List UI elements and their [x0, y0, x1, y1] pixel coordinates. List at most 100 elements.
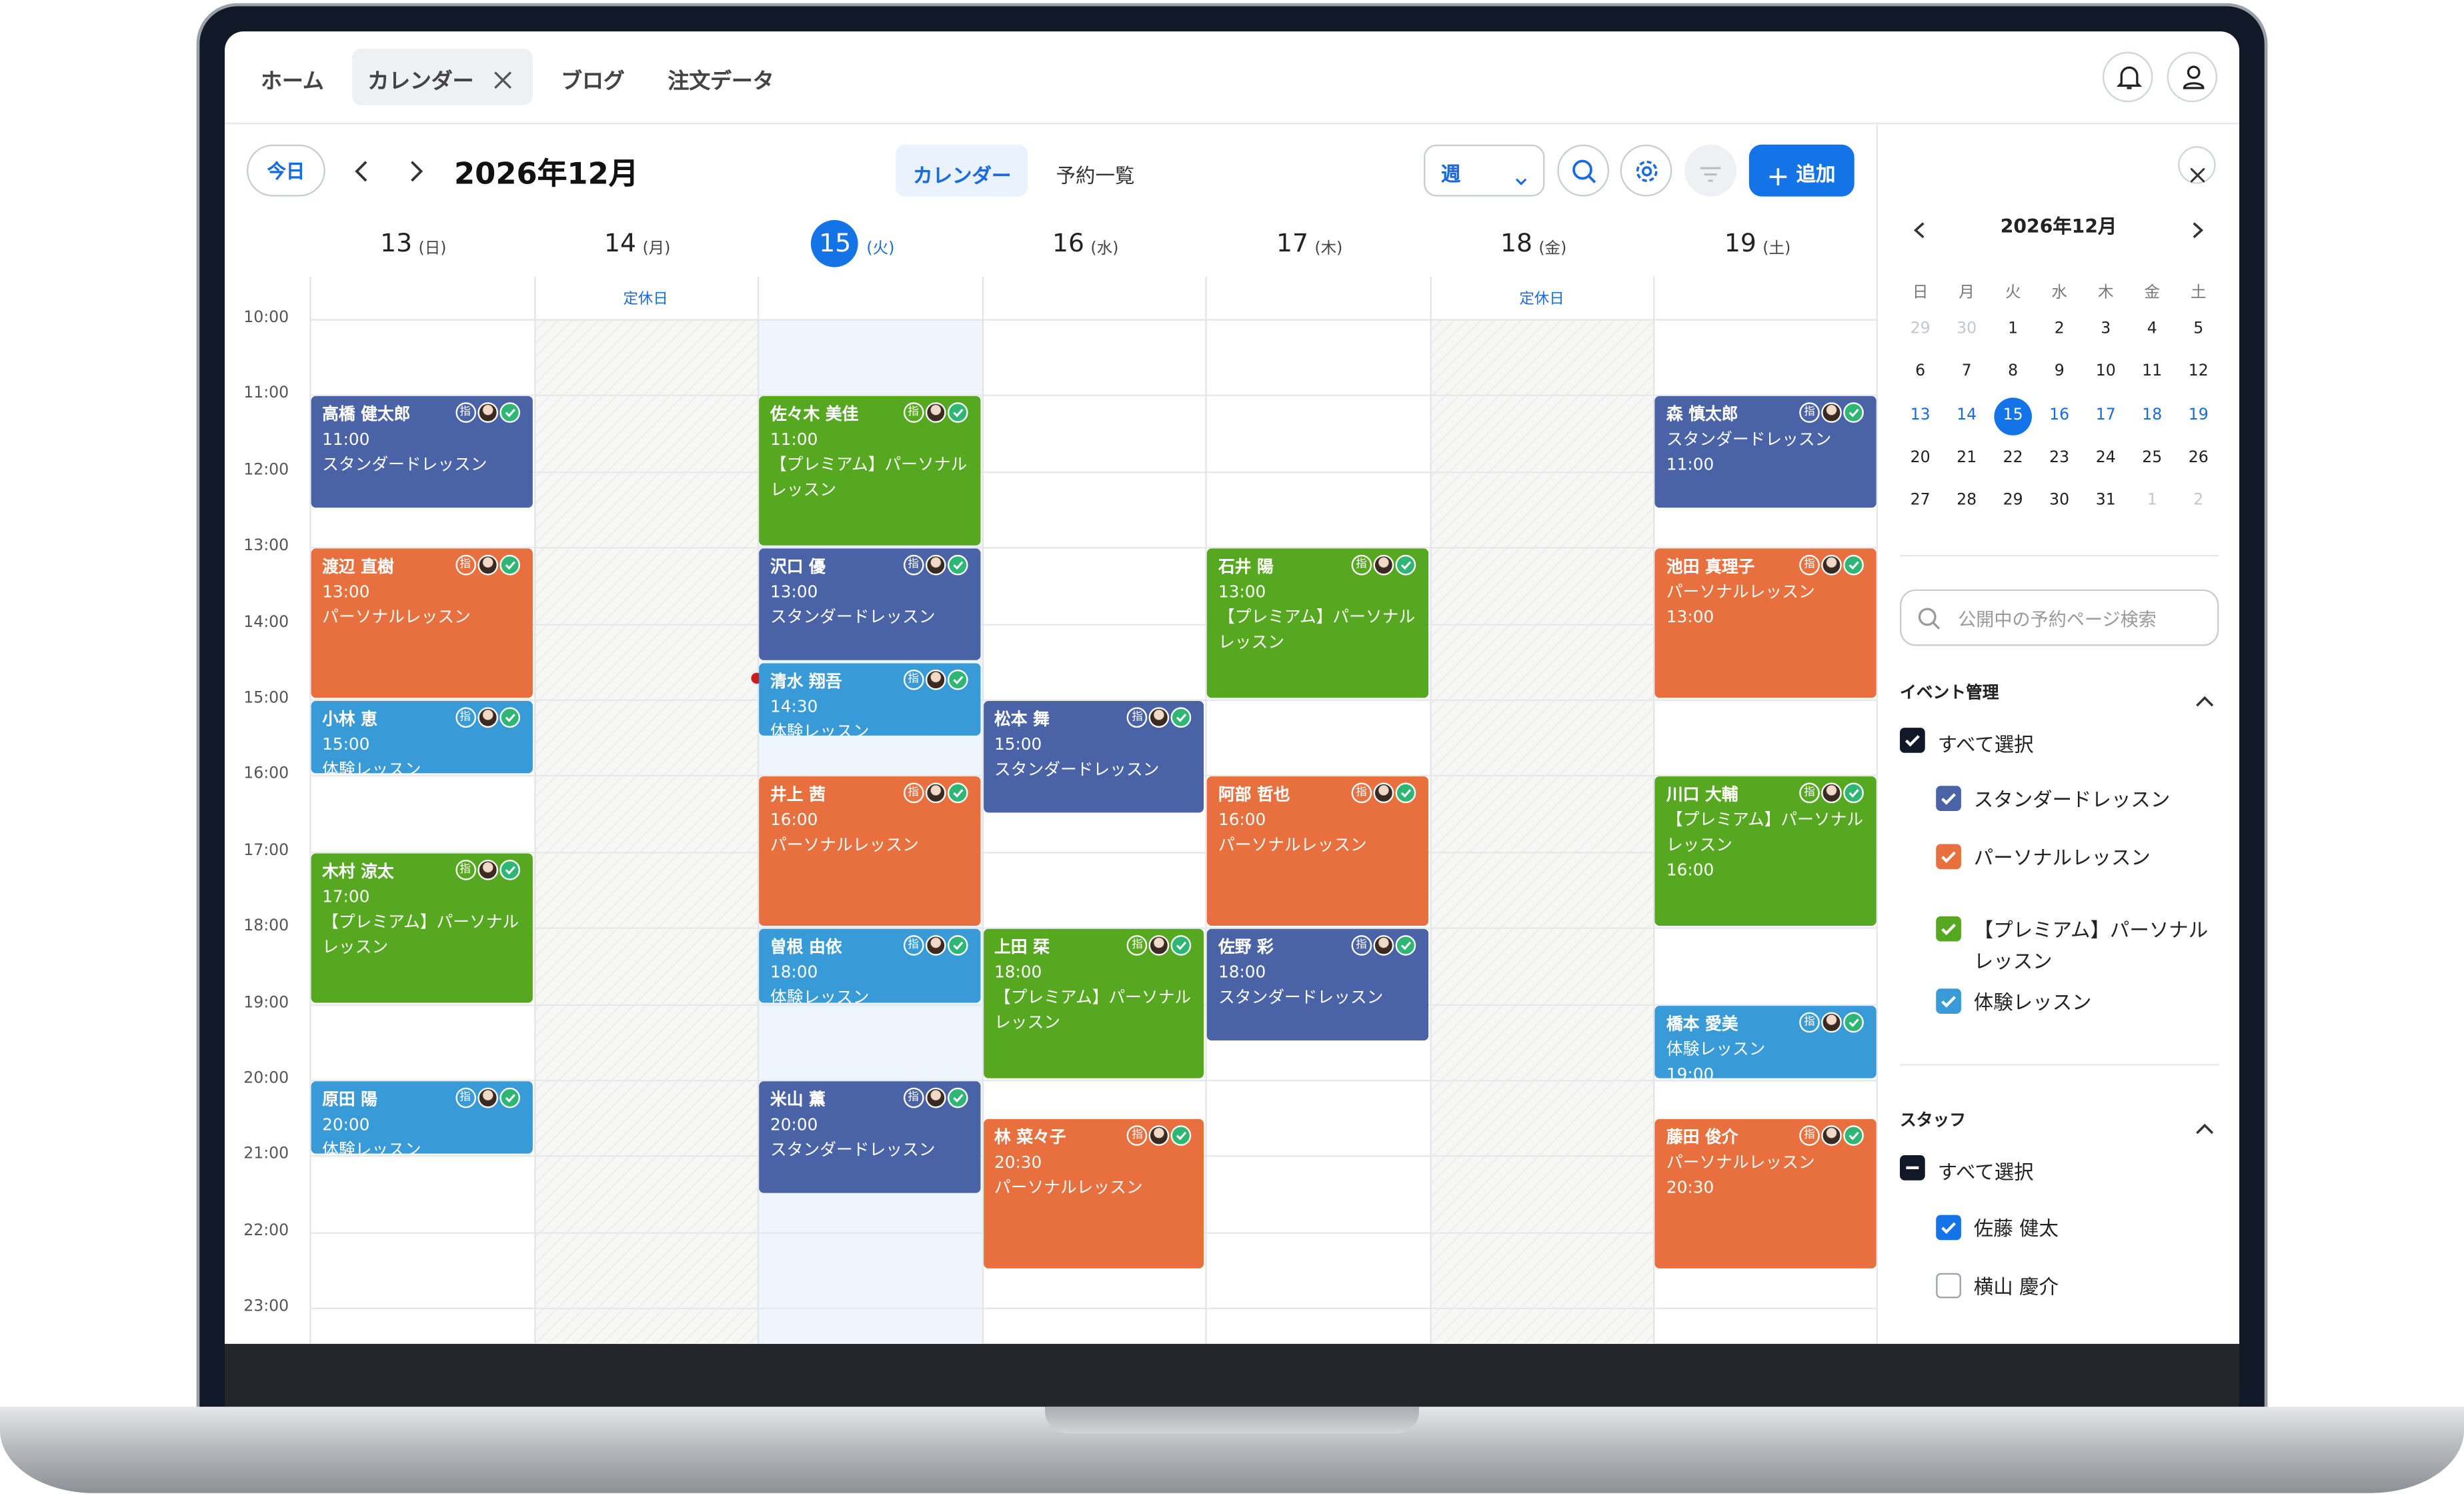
mini-day[interactable]: 19 [2188, 406, 2209, 424]
mini-day[interactable]: 23 [2049, 449, 2070, 467]
event-card[interactable]: 曽根 由依 18:00 体験レッスン 指 [759, 929, 980, 1002]
select-all[interactable]: すべて選択 [1937, 732, 2034, 756]
mini-day[interactable]: 29 [2003, 492, 2023, 510]
event-card[interactable]: 橋本 愛美 体験レッスン 19:00 指 [1655, 1005, 1877, 1078]
notification-button[interactable] [2103, 51, 2153, 103]
page-search[interactable]: 公開中の予約ページ検索 [1900, 589, 2219, 646]
mini-day[interactable]: 21 [1957, 449, 1977, 467]
event-card[interactable]: 原田 陽 20:00 体験レッスン 指 [311, 1081, 532, 1155]
filter-item[interactable]: 体験レッスン [1973, 990, 2092, 1014]
settings-button[interactable] [1620, 144, 1672, 197]
range-select[interactable]: 週 [1423, 144, 1545, 197]
active-tab-bg[interactable] [351, 49, 533, 105]
view-toggle-active[interactable] [896, 144, 1028, 197]
mini-day[interactable]: 7 [1961, 363, 1972, 381]
event-card[interactable]: 沢口 優 13:00 スタンダードレッスン 指 [759, 548, 980, 660]
event-card[interactable]: 小林 恵 15:00 体験レッスン 指 [311, 701, 532, 774]
select-all[interactable]: すべて選択 [1937, 1160, 2034, 1184]
mini-day[interactable]: 11 [2142, 363, 2163, 381]
event-card[interactable]: 清水 翔吾 14:30 体験レッスン 指 [759, 662, 980, 736]
nav-tab[interactable]: ホーム [261, 69, 324, 95]
checkbox[interactable] [1936, 786, 1961, 811]
tab-close[interactable] [493, 66, 512, 89]
mini-day[interactable]: 16 [2049, 406, 2070, 424]
checkbox[interactable] [1936, 844, 1961, 870]
mini-day[interactable]: 20 [1910, 449, 1931, 467]
view-tab[interactable]: 予約一覧 [1056, 163, 1135, 187]
filter-button[interactable] [1684, 144, 1736, 197]
event-card[interactable]: 高橋 健太郎 11:00 スタンダードレッスン 指 [311, 396, 532, 508]
mini-day[interactable]: 30 [2049, 492, 2070, 510]
event-card[interactable]: 森 慎太郎 スタンダードレッスン 11:00 指 [1655, 396, 1877, 508]
filter-item[interactable]: パーソナルレッスン [1973, 845, 2151, 870]
mini-day[interactable]: 8 [2008, 363, 2019, 381]
mini-day[interactable]: 5 [2193, 320, 2204, 338]
mini-day[interactable]: 9 [2054, 363, 2065, 381]
mini-day[interactable]: 14 [1957, 406, 1977, 424]
mini-day[interactable]: 30 [1957, 320, 1977, 338]
mini-day[interactable]: 15 [2003, 406, 2023, 424]
nav-tab[interactable]: ブログ [561, 69, 625, 95]
event-card[interactable]: 渡辺 直樹 13:00 パーソナルレッスン 指 [311, 548, 532, 698]
mini-day[interactable]: 2 [2054, 320, 2065, 338]
event-card[interactable]: 木村 涼太 17:00 【プレミアム】パーソナルレッスン 指 [311, 853, 532, 1002]
mini-day[interactable]: 4 [2147, 320, 2157, 338]
event-card[interactable]: 阿部 哲也 16:00 パーソナルレッスン 指 [1207, 777, 1428, 926]
view-tab[interactable]: カレンダー [913, 163, 1012, 187]
mini-day[interactable]: 31 [2095, 492, 2116, 510]
collapse-chevron[interactable] [2195, 684, 2214, 707]
mini-day[interactable]: 1 [2008, 320, 2019, 338]
mini-day[interactable]: 2 [2193, 492, 2204, 510]
prev-week[interactable] [352, 159, 371, 182]
mini-day[interactable]: 6 [1915, 363, 1926, 381]
checkbox[interactable] [1900, 1155, 1925, 1181]
event-card[interactable]: 松本 舞 15:00 スタンダードレッスン 指 [983, 701, 1204, 812]
add-button[interactable]: 追加 [1748, 144, 1855, 197]
mini-day[interactable]: 24 [2095, 449, 2116, 467]
mini-next[interactable] [2191, 215, 2205, 239]
mini-day[interactable]: 18 [2142, 406, 2163, 424]
mini-prev[interactable] [1913, 215, 1927, 239]
filter-icon-svg [1700, 167, 1721, 182]
mini-day[interactable]: 22 [2003, 449, 2023, 467]
filter-item[interactable]: 佐藤 健太 [1973, 1216, 2059, 1241]
nav-tab[interactable]: カレンダー [367, 69, 474, 95]
event-card[interactable]: 池田 真理子 パーソナルレッスン 13:00 指 [1655, 548, 1877, 698]
check-svg [504, 409, 515, 418]
today-button[interactable]: 今日 [246, 144, 325, 197]
event-card[interactable]: 藤田 俊介 パーソナルレッスン 20:30 指 [1655, 1119, 1877, 1269]
account-button[interactable] [2167, 51, 2218, 103]
checkbox[interactable] [1936, 988, 1961, 1014]
event-card[interactable]: 佐野 彩 18:00 スタンダードレッスン 指 [1207, 929, 1428, 1040]
mini-day[interactable]: 29 [1910, 320, 1931, 338]
filter-item[interactable]: スタンダードレッスン [1973, 787, 2171, 811]
next-week[interactable] [407, 159, 425, 182]
event-card[interactable]: 井上 茜 16:00 パーソナルレッスン 指 [759, 777, 980, 926]
checkbox[interactable] [1936, 1273, 1961, 1299]
checkbox[interactable] [1900, 728, 1925, 753]
nav-tab[interactable]: 注文データ [668, 69, 774, 95]
event-card[interactable]: 石井 陽 13:00 【プレミアム】パーソナルレッスン 指 [1207, 548, 1428, 698]
event-card[interactable]: 上田 栞 18:00 【プレミアム】パーソナルレッスン 指 [983, 929, 1204, 1078]
close-sidebar[interactable] [2178, 146, 2216, 184]
filter-item[interactable]: 横山 慶介 [1973, 1275, 2059, 1299]
checkbox[interactable] [1936, 1215, 1961, 1241]
mini-day[interactable]: 26 [2188, 449, 2209, 467]
mini-day[interactable]: 28 [1957, 492, 1977, 510]
mini-day[interactable]: 17 [2095, 406, 2116, 424]
mini-day[interactable]: 13 [1910, 406, 1931, 424]
event-card[interactable]: 林 菜々子 20:30 パーソナルレッスン 指 [983, 1119, 1204, 1269]
mini-day[interactable]: 27 [1910, 492, 1931, 510]
filter-item[interactable]: 【プレミアム】パーソナルレッスン [1973, 918, 2209, 973]
mini-day[interactable]: 12 [2188, 363, 2209, 381]
mini-day[interactable]: 3 [2101, 320, 2111, 338]
event-card[interactable]: 米山 薫 20:00 スタンダードレッスン 指 [759, 1081, 980, 1193]
mini-day[interactable]: 10 [2095, 363, 2116, 381]
mini-day[interactable]: 25 [2142, 449, 2163, 467]
search-button[interactable] [1557, 144, 1610, 197]
collapse-chevron[interactable] [2195, 1111, 2214, 1135]
event-card[interactable]: 佐々木 美佳 11:00 【プレミアム】パーソナルレッスン 指 [759, 396, 980, 546]
mini-day[interactable]: 1 [2147, 492, 2157, 510]
checkbox[interactable] [1936, 916, 1961, 942]
event-card[interactable]: 川口 大輔 【プレミアム】パーソナルレッスン 16:00 指 [1655, 777, 1877, 926]
